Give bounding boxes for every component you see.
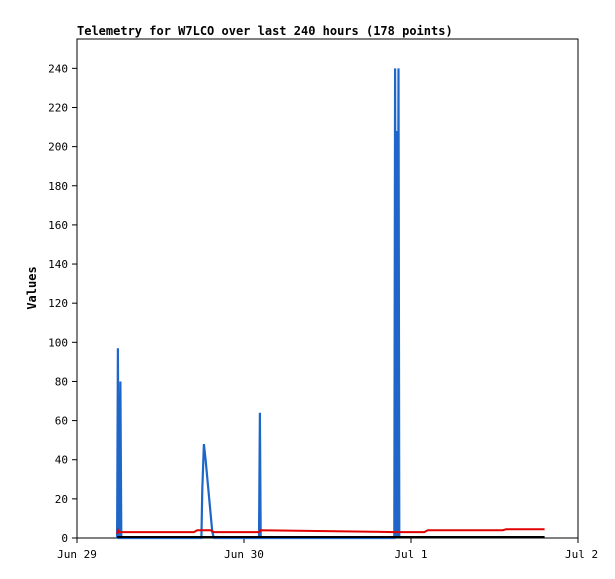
- y-tick-label: 80: [55, 375, 68, 388]
- y-axis: 0 20 40 60 80 100 120 140 160 180 200 220 240: [48, 62, 77, 545]
- y-axis-label: Values: [25, 266, 39, 309]
- plot-frame: [76, 38, 579, 539]
- series-line-1: [116, 527, 545, 535]
- y-tick-label: 220: [48, 101, 68, 114]
- y-tick-label: 100: [48, 336, 68, 349]
- x-tick-label: Jul 1: [394, 548, 427, 561]
- series-layer: [116, 68, 545, 540]
- x-tick-label: Jul 2: [565, 548, 598, 561]
- y-tick-label: 40: [55, 454, 68, 467]
- chart-title: Telemetry for W7LCO over last 240 hours …: [77, 24, 453, 38]
- y-tick-label: 160: [48, 219, 68, 232]
- y-tick-label: 0: [61, 532, 68, 545]
- series-line-0: [116, 68, 401, 540]
- y-tick-label: 180: [48, 180, 68, 193]
- y-tick-label: 20: [55, 493, 68, 506]
- x-axis: Jun 29 Jun 30 Jul 1 Jul 2: [57, 538, 598, 561]
- y-tick-label: 120: [48, 297, 68, 310]
- x-tick-label: Jun 30: [224, 548, 264, 561]
- y-tick-label: 240: [48, 62, 68, 75]
- y-tick-label: 140: [48, 258, 68, 271]
- y-tick-label: 200: [48, 141, 68, 154]
- y-tick-label: 60: [55, 415, 68, 428]
- x-tick-label: Jun 29: [57, 548, 97, 561]
